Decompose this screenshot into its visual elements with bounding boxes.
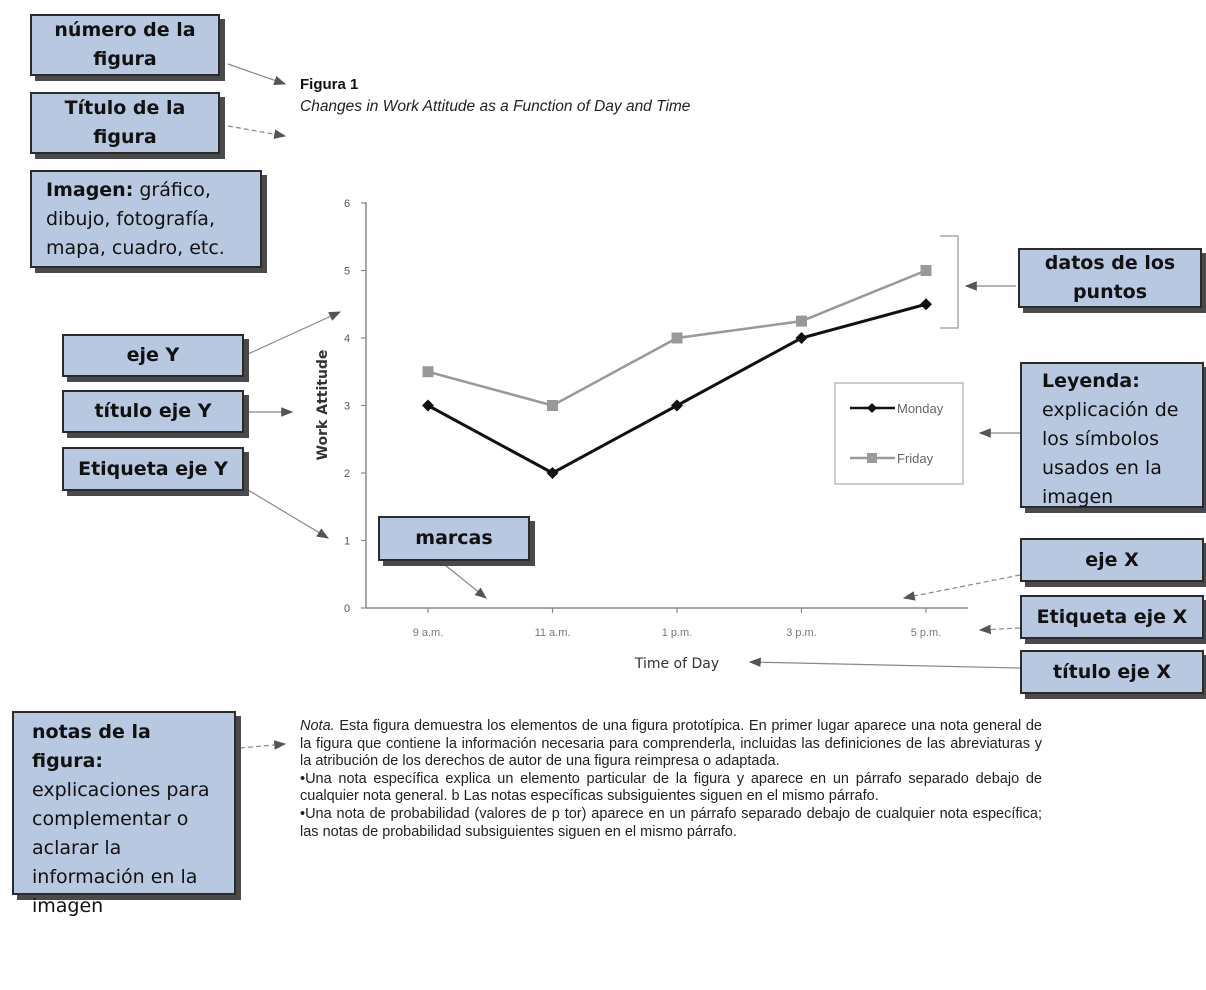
callout-y-axis-text: eje Y — [126, 344, 180, 366]
y-tick-label: 0 — [344, 603, 350, 615]
callout-marks-text: marcas — [415, 527, 493, 549]
callout-image-bold: Imagen: — [46, 179, 134, 201]
callout-data-points: datos de los puntos — [1018, 248, 1202, 308]
y-tick-label: 5 — [344, 266, 350, 278]
arrow-y-axis-label — [247, 489, 330, 539]
data-point-friday — [671, 332, 683, 344]
callout-y-axis-label-text: Etiqueta eje Y — [78, 457, 228, 480]
note-label: Nota. — [300, 718, 335, 734]
callout-notes-bold: notas de la figura: — [32, 721, 151, 772]
data-point-monday — [422, 399, 434, 412]
arrow-figure-number — [227, 63, 287, 85]
note-general-paragraph: Nota. Esta figura demuestra los elemento… — [300, 718, 1042, 771]
data-points-bracket — [940, 235, 959, 329]
callout-y-axis-title: título eje Y — [62, 390, 244, 433]
callout-x-axis: eje X — [1020, 538, 1204, 582]
callout-notes-text: explicaciones para complementar o aclara… — [32, 779, 210, 917]
legend-monday-marker — [867, 403, 877, 413]
callout-y-axis-label: Etiqueta eje Y — [62, 447, 244, 491]
callout-notes: notas de la figura: explicaciones para c… — [12, 711, 236, 917]
y-tick-label: 4 — [344, 333, 350, 345]
callout-figure-title: Título de la figura — [30, 92, 220, 154]
arrow-marks — [444, 564, 487, 599]
callout-legend-text: explicación de los símbolos usados en la… — [1042, 399, 1179, 508]
note-probability: •Una nota de probabilidad (valores de p … — [300, 805, 1042, 840]
callout-y-axis: eje Y — [62, 334, 244, 377]
callout-figure-number: número de la figura — [30, 14, 220, 76]
x-axis-title: Time of Day — [634, 656, 719, 672]
callout-marks: marcas — [378, 516, 530, 561]
legend-monday-label: Monday — [897, 401, 944, 416]
arrow-x-axis-label — [978, 624, 1021, 635]
callout-legend: Leyenda: explicación de los símbolos usa… — [1020, 362, 1204, 508]
x-tick-label: 1 p.m. — [662, 627, 693, 639]
data-point-friday — [920, 265, 932, 276]
y-tick-label: 1 — [344, 536, 350, 548]
data-point-monday — [671, 399, 683, 412]
legend-friday-label: Friday — [897, 451, 934, 466]
callout-x-axis-label-text: Etiqueta eje X — [1036, 605, 1188, 628]
callout-x-axis-title: título eje X — [1020, 650, 1204, 694]
legend-box — [834, 382, 964, 485]
data-point-monday — [920, 298, 932, 311]
callout-legend-bold: Leyenda: — [1042, 370, 1140, 392]
arrow-x-axis — [902, 574, 1021, 601]
callout-figure-number-text: número de la figura — [54, 19, 196, 70]
data-point-friday — [422, 366, 434, 378]
note-specific: •Una nota específica explica un elemento… — [300, 770, 1042, 805]
y-tick-label: 6 — [344, 198, 350, 210]
callout-image: Imagen: gráfico, dibujo, fotografía, map… — [30, 170, 262, 268]
callout-x-axis-label: Etiqueta eje X — [1020, 595, 1204, 639]
callout-y-axis-title-text: título eje Y — [94, 400, 212, 422]
note-general: Esta figura demuestra los elementos de u… — [300, 718, 1042, 770]
arrow-notes — [239, 740, 287, 750]
figure-note: Nota. Esta figura demuestra los elemento… — [300, 718, 1042, 841]
arrow-y-axis — [247, 311, 342, 355]
x-tick-label: 3 p.m. — [786, 627, 817, 639]
callout-figure-title-text: Título de la figura — [64, 97, 186, 148]
x-tick-label: 9 a.m. — [413, 627, 444, 639]
y-axis-title: Work Attitude — [315, 350, 331, 461]
x-tick-label: 5 p.m. — [911, 627, 942, 639]
data-point-friday — [796, 315, 807, 327]
y-tick-label: 3 — [344, 401, 350, 413]
legend-friday-marker — [867, 453, 877, 463]
callout-data-points-text: datos de los puntos — [1044, 252, 1176, 303]
data-point-friday — [547, 400, 558, 411]
x-tick-label: 11 a.m. — [535, 627, 571, 639]
callout-x-axis-text: eje X — [1085, 548, 1139, 571]
figure-title: Changes in Work Attitude as a Function o… — [300, 98, 691, 115]
data-point-monday — [546, 467, 559, 479]
figure-number: Figura 1 — [300, 76, 359, 93]
callout-x-axis-title-text: título eje X — [1053, 660, 1171, 683]
arrow-figure-title — [227, 125, 287, 139]
y-tick-label: 2 — [344, 468, 350, 480]
data-point-monday — [795, 332, 808, 344]
arrow-x-axis-title — [748, 657, 1021, 669]
callout-image-text: gráfico, dibujo, fotografía, mapa, cuadr… — [46, 179, 225, 259]
